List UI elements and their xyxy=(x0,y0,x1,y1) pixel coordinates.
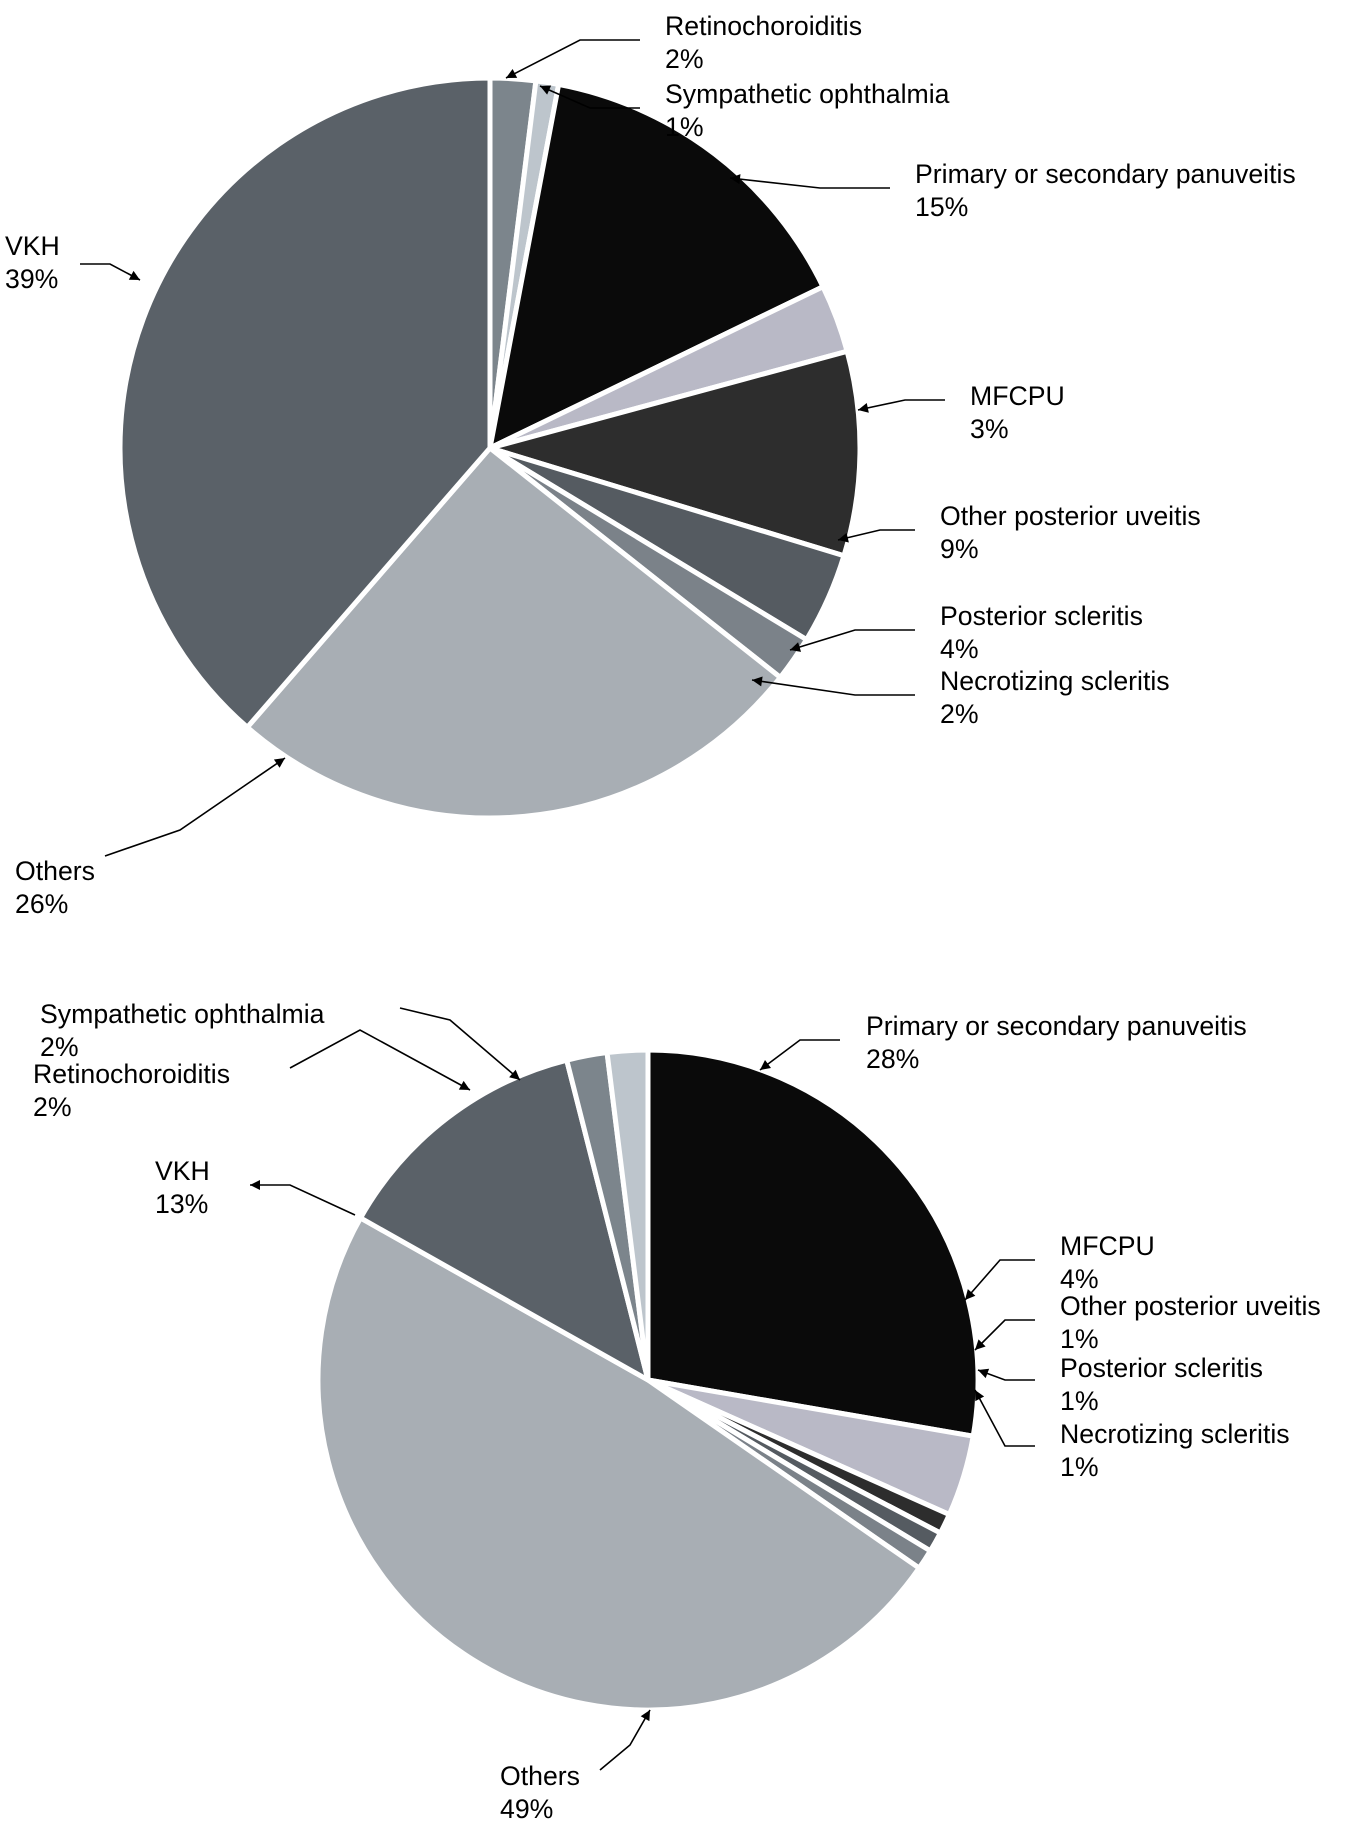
label-text: MFCPU xyxy=(1060,1230,1155,1263)
label-pct: 49% xyxy=(500,1793,580,1826)
chart2-label-primary_secondary_panuveitis: Primary or secondary panuveitis28% xyxy=(866,1010,1247,1077)
chart2-leader-primary_secondary_panuveitis xyxy=(760,1040,840,1070)
chart2-slice-primary_secondary_panuveitis xyxy=(648,1050,978,1436)
chart2-svg xyxy=(0,0,1369,1800)
label-text: Primary or secondary panuveitis xyxy=(866,1010,1247,1043)
label-pct: 28% xyxy=(866,1043,1247,1076)
label-text: Other posterior uveitis xyxy=(1060,1290,1321,1323)
label-pct: 2% xyxy=(40,1031,325,1064)
label-text: Posterior scleritis xyxy=(1060,1352,1263,1385)
chart2-label-other_posterior_uveitis: Other posterior uveitis1% xyxy=(1060,1290,1321,1357)
chart2-label-posterior_scleritis: Posterior scleritis1% xyxy=(1060,1352,1263,1419)
label-pct: 1% xyxy=(1060,1451,1290,1484)
chart2-label-retinochoroiditis: Retinochoroiditis2% xyxy=(33,1058,230,1125)
chart2-leader-sympathetic_ophthalmia xyxy=(400,1008,520,1080)
label-text: Necrotizing scleritis xyxy=(1060,1418,1290,1451)
chart2-label-vkh: VKH13% xyxy=(155,1155,210,1222)
chart2-leader-necrotizing_scleritis xyxy=(975,1390,1035,1446)
chart2-label-necrotizing_scleritis: Necrotizing scleritis1% xyxy=(1060,1418,1290,1485)
chart2-label-others: Others49% xyxy=(500,1760,580,1827)
label-pct: 1% xyxy=(1060,1385,1263,1418)
label-pct: 2% xyxy=(33,1091,230,1124)
chart2-leader-others xyxy=(600,1710,650,1770)
chart2-label-sympathetic_ophthalmia: Sympathetic ophthalmia2% xyxy=(40,998,325,1065)
label-pct: 13% xyxy=(155,1188,210,1221)
label-text: Others xyxy=(500,1760,580,1793)
chart2-label-mfcpu: MFCPU4% xyxy=(1060,1230,1155,1297)
label-text: Sympathetic ophthalmia xyxy=(40,998,325,1031)
chart2-leader-vkh xyxy=(250,1185,355,1215)
label-text: VKH xyxy=(155,1155,210,1188)
chart2-leader-mfcpu xyxy=(965,1260,1035,1300)
